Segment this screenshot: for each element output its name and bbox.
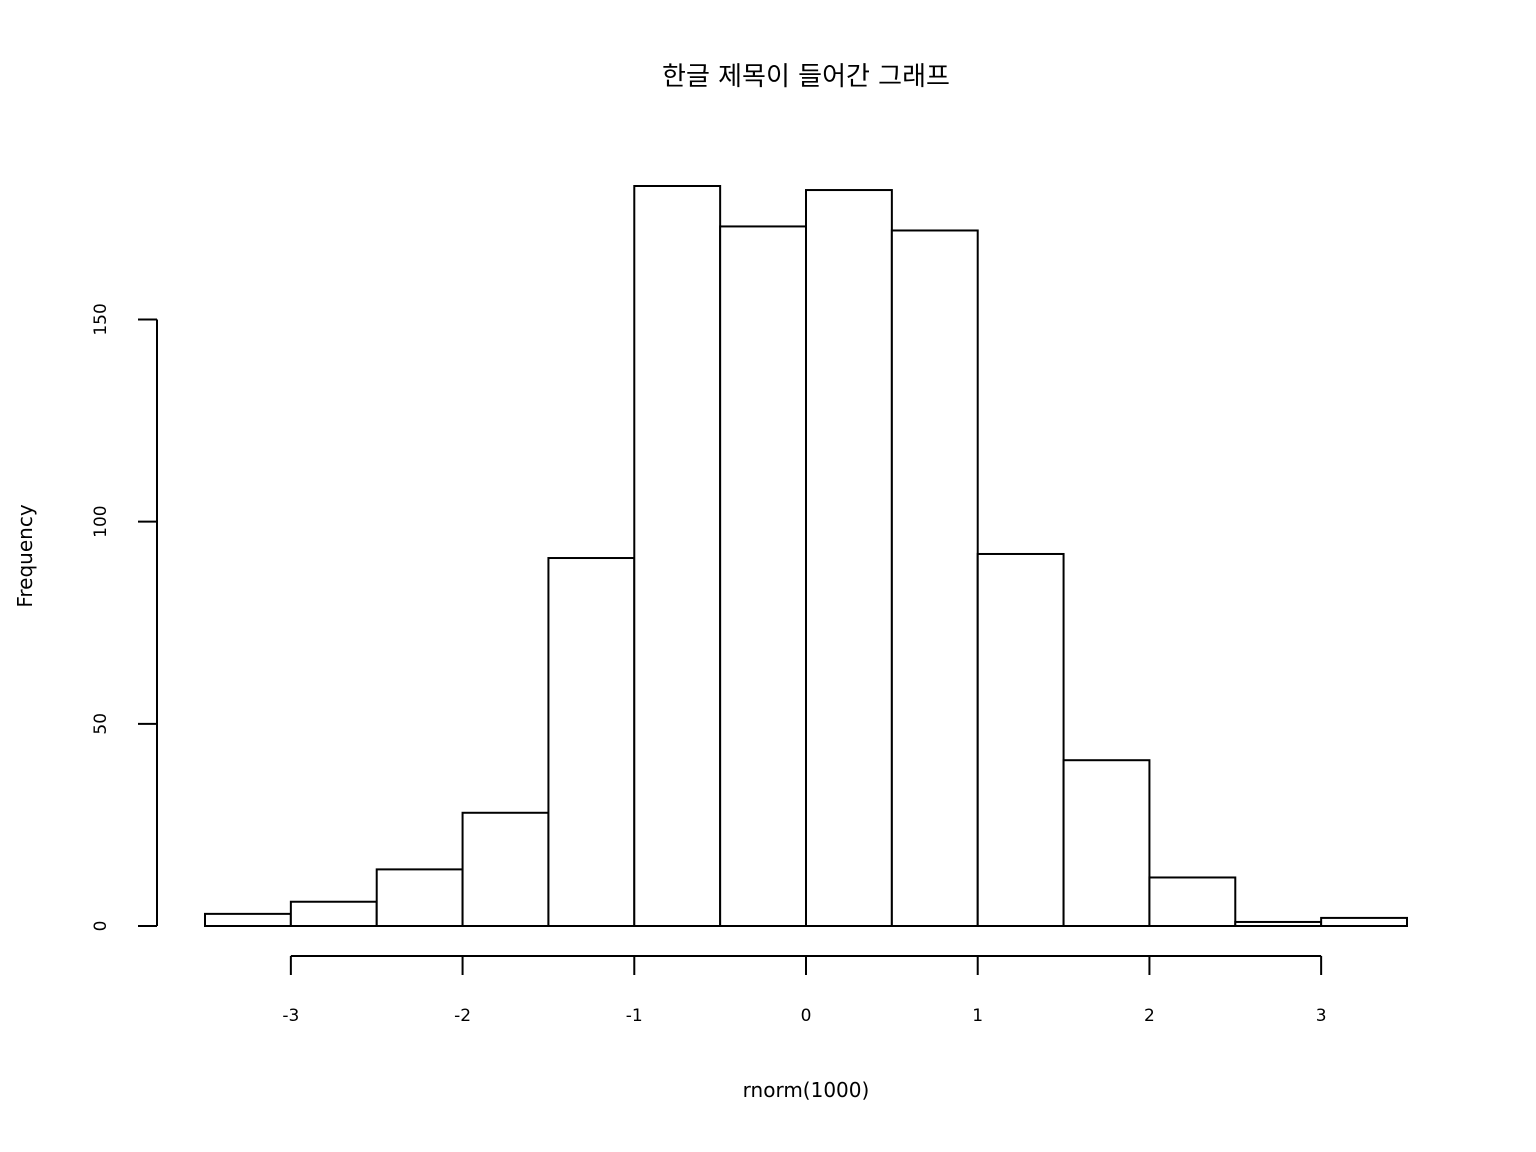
y-tick-label: 0	[91, 921, 111, 932]
histogram-bars	[204, 185, 1408, 928]
y-tick-label: 100	[91, 505, 111, 537]
histogram-bar	[204, 912, 292, 927]
x-tick-label: 3	[1316, 1006, 1327, 1026]
histogram-bar	[976, 552, 1065, 927]
histogram-bar	[1148, 876, 1237, 927]
histogram-bar	[1234, 920, 1323, 928]
x-axis-label: rnorm(1000)	[743, 1078, 870, 1102]
x-tick-label: -1	[626, 1006, 643, 1026]
x-tick-label: -2	[454, 1006, 471, 1026]
histogram-bar	[890, 229, 979, 927]
x-tick-label: 1	[972, 1006, 983, 1026]
y-tick-label: 150	[91, 303, 111, 335]
histogram-bar	[1320, 916, 1408, 928]
y-axis-label: Frequency	[13, 504, 37, 607]
histogram-bar	[375, 868, 464, 928]
x-tick-label: 2	[1144, 1006, 1155, 1026]
histogram-bar	[547, 557, 636, 927]
histogram-bar	[1062, 759, 1151, 927]
x-tick-label: -3	[282, 1006, 299, 1026]
histogram-bar	[461, 811, 550, 927]
y-tick-label: 50	[91, 713, 111, 735]
histogram-bar	[633, 185, 722, 927]
chart-title: 한글 제목이 들어간 그래프	[662, 62, 950, 92]
histogram-bar	[805, 189, 893, 928]
y-axis: 0 50 100 150	[91, 303, 158, 932]
x-tick-label: 0	[801, 1006, 812, 1026]
x-axis: -3 -2 -1 0 1 2 3	[282, 955, 1327, 1026]
histogram-bar	[289, 900, 378, 928]
histogram-bar	[719, 225, 808, 928]
